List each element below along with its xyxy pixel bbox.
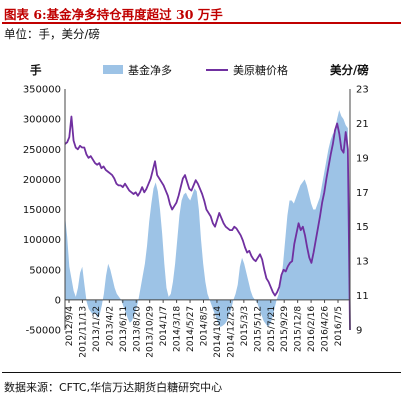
area-series xyxy=(65,110,350,330)
x-tick-label: 2016/4/26 xyxy=(321,306,331,352)
left-tick-label: 50000 xyxy=(29,265,61,276)
left-tick-label: 0 xyxy=(55,295,61,306)
unit-label: 单位：手，美分/磅 xyxy=(4,27,100,41)
x-tick-label: 2013/8/20 xyxy=(132,306,142,352)
x-tick-label: 2015/9/29 xyxy=(280,306,290,352)
x-tick-label: 2014/8/5 xyxy=(200,306,210,346)
x-tick-label: 2016/7/5 xyxy=(334,306,344,346)
right-tick-label: 9 xyxy=(356,326,362,337)
x-tick-label: 2014/1/7 xyxy=(159,306,169,346)
legend-line-label: 美原糖价格 xyxy=(233,63,288,77)
right-tick-label: 23 xyxy=(356,85,369,96)
x-tick-label: 2014/3/18 xyxy=(173,306,183,352)
x-tick-label: 2014/12/23 xyxy=(226,306,236,358)
title-rule xyxy=(2,22,401,24)
right-tick-label: 11 xyxy=(356,291,369,302)
left-tick-label: 250000 xyxy=(23,145,61,156)
line-series-path xyxy=(64,115,351,331)
left-tick-label: 150000 xyxy=(23,205,61,216)
x-tick-label: 2016/2/16 xyxy=(307,306,317,352)
x-tick-label: 2015/5/12 xyxy=(253,306,263,352)
area-series-path xyxy=(65,110,350,330)
left-tick-label: 300000 xyxy=(23,115,61,126)
x-tick-label: 2012/9/4 xyxy=(65,306,75,347)
right-tick-label: 15 xyxy=(356,222,369,233)
x-tick-label: 2012/11/13 xyxy=(78,306,88,358)
left-axis-ticks: -50000 0 50000 100000 150000 200000 250000 3000… xyxy=(23,85,61,337)
left-tick-label: -50000 xyxy=(26,326,61,337)
legend: 基金净多 美原糖价格 xyxy=(103,63,288,77)
source-rule xyxy=(2,372,401,373)
right-tick-label: 21 xyxy=(356,119,369,130)
line-series xyxy=(64,115,351,331)
left-axis-title: 手 xyxy=(30,63,42,77)
x-tick-label: 2013/4/2 xyxy=(105,306,115,346)
legend-area-label: 基金净多 xyxy=(128,63,172,77)
right-tick-label: 13 xyxy=(356,257,369,268)
x-tick-label: 2013/10/29 xyxy=(146,306,156,358)
x-tick-label: 2014/10/14 xyxy=(213,306,223,358)
x-axis-ticks: 2012/9/4 2012/11/13 2013/1/22 2013/4/2 2013/… xyxy=(65,299,344,358)
x-tick-label: 2013/1/22 xyxy=(92,306,102,352)
x-tick-label: 2015/3/3 xyxy=(240,306,250,346)
left-tick-label: 100000 xyxy=(23,235,61,246)
source-note: 数据来源：CFTC,华信万达期货白糖研究中心 xyxy=(4,381,223,394)
figure-title: 图表 6:基金净多持仓再度超过 30 万手 xyxy=(4,7,223,22)
chart-axes xyxy=(64,89,351,330)
left-tick-label: 200000 xyxy=(23,175,61,186)
legend-area-swatch xyxy=(103,65,123,74)
x-tick-label: 2014/5/27 xyxy=(186,306,196,352)
x-tick-label: 2015/7/21 xyxy=(267,306,277,352)
x-tick-label: 2015/12/8 xyxy=(294,306,304,352)
right-tick-label: 17 xyxy=(356,188,369,199)
right-tick-label: 19 xyxy=(356,153,369,164)
right-axis-title: 美分/磅 xyxy=(330,63,369,77)
x-tick-label: 2013/6/11 xyxy=(119,306,129,352)
right-axis-ticks: 9 11 13 15 17 19 21 23 xyxy=(356,85,369,337)
left-tick-label: 350000 xyxy=(23,85,61,96)
